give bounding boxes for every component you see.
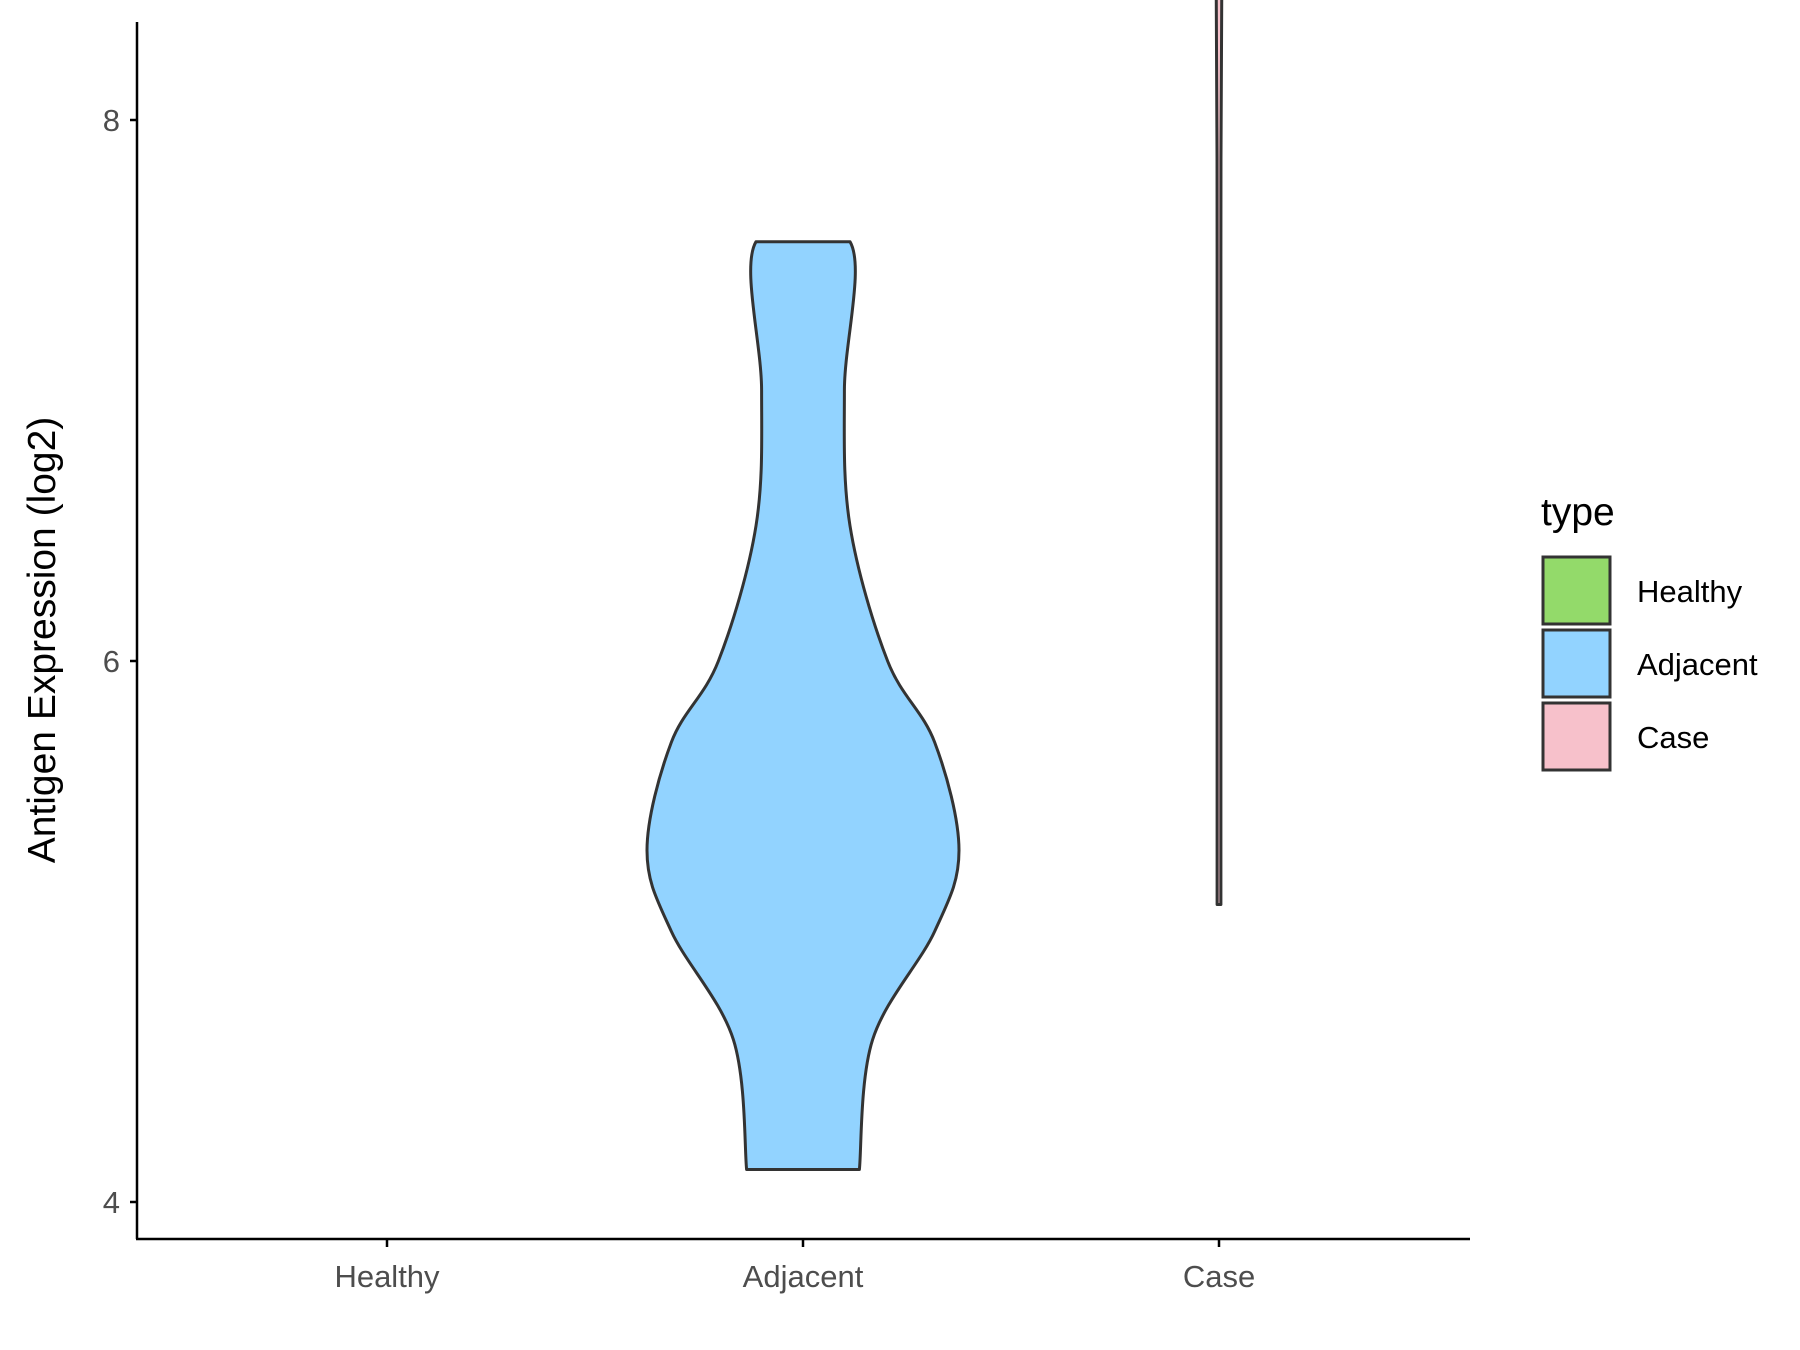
legend-label-adjacent: Adjacent xyxy=(1637,647,1758,682)
violin-adjacent xyxy=(645,240,961,1171)
legend-swatch-adjacent xyxy=(1541,628,1612,699)
x-tick-label: Healthy xyxy=(334,1259,440,1294)
legend-swatch-case xyxy=(1541,701,1612,772)
y-tick-label: 8 xyxy=(103,103,120,138)
legend: type Healthy Adjacent Case xyxy=(1541,491,1758,772)
legend-swatch-healthy xyxy=(1541,555,1612,626)
legend-label-healthy: Healthy xyxy=(1637,574,1743,609)
y-tick-label: 6 xyxy=(103,644,120,679)
plot-area xyxy=(645,0,1224,1171)
legend-label-case: Case xyxy=(1637,720,1709,755)
legend-title: type xyxy=(1541,491,1615,534)
x-tick-label: Adjacent xyxy=(743,1259,864,1294)
y-tick-label: 4 xyxy=(103,1185,120,1220)
axis-ticks: 4681012HealthyAdjacentCase xyxy=(103,103,1255,1294)
y-axis-title: Antigen Expression (log2) xyxy=(21,417,64,864)
x-tick-label: Case xyxy=(1183,1259,1255,1294)
violin-case xyxy=(1214,0,1224,906)
